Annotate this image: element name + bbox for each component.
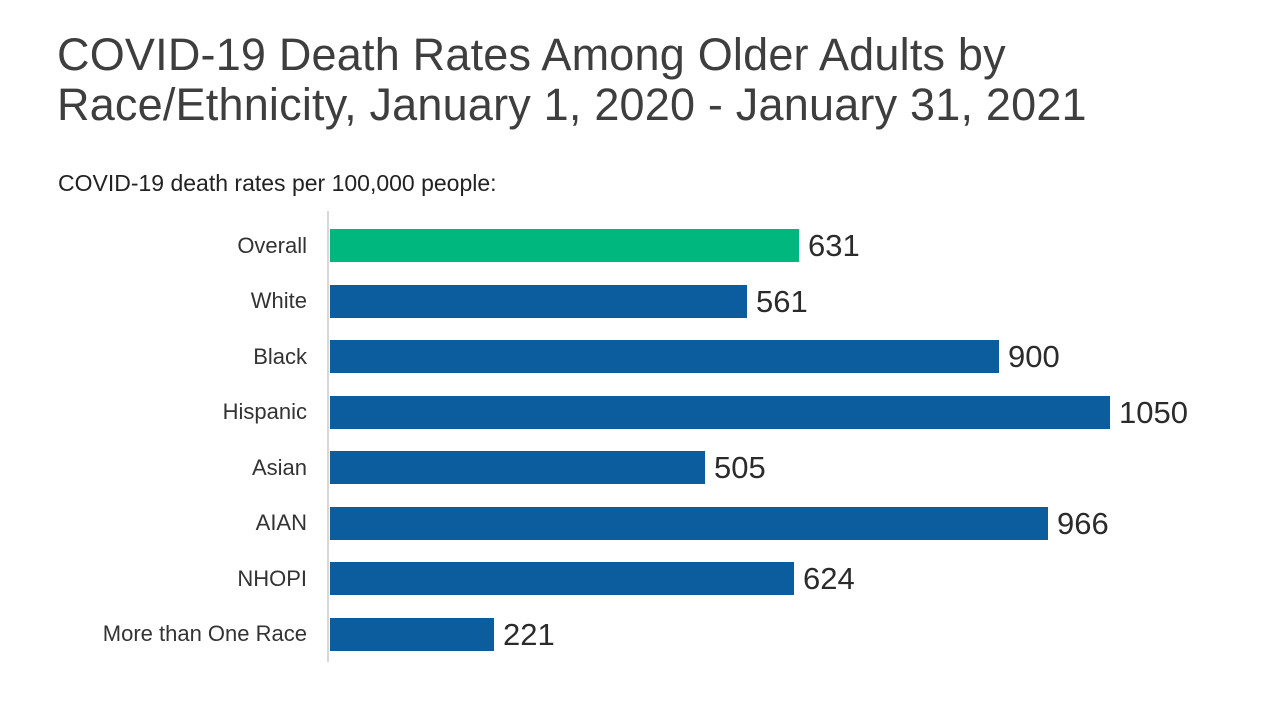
- bar-zone-white: 561: [330, 283, 1280, 319]
- category-label-asian: Asian: [251, 454, 307, 480]
- bar-hispanic: [330, 395, 1110, 429]
- value-label-aian: 966: [1057, 505, 1109, 541]
- chart-row-nhopi: NHOPI 624: [0, 551, 1280, 607]
- bar-black: [330, 340, 999, 374]
- value-label-more-than-one-race: 221: [503, 616, 555, 652]
- bar-more-than-one-race: [330, 617, 494, 651]
- y-axis-line: [327, 211, 329, 662]
- chart-subtitle: COVID-19 death rates per 100,000 people:: [58, 170, 497, 196]
- category-label-white: White: [250, 288, 307, 314]
- bar-zone-overall: 631: [330, 228, 1280, 264]
- category-label-aian: AIAN: [255, 510, 307, 536]
- bar-chart: Overall 631 White 561 Black 900 Hispanic 1050 As…: [0, 218, 1280, 662]
- bar-aian: [330, 506, 1048, 540]
- chart-row-overall: Overall 631: [0, 218, 1280, 274]
- category-label-nhopi: NHOPI: [237, 565, 307, 591]
- category-label-black: Black: [253, 343, 307, 369]
- chart-row-black: Black 900: [0, 329, 1280, 385]
- value-label-nhopi: 624: [803, 561, 855, 597]
- chart-row-asian: Asian 505: [0, 440, 1280, 496]
- bar-zone-hispanic: 1050: [330, 394, 1280, 430]
- bar-zone-aian: 966: [330, 505, 1280, 541]
- chart-row-more-than-one-race: More than One Race 221: [0, 607, 1280, 663]
- category-label-hispanic: Hispanic: [222, 399, 307, 425]
- category-label-more-than-one-race: More than One Race: [102, 621, 307, 647]
- bar-nhopi: [330, 562, 794, 596]
- bar-zone-more-than-one-race: 221: [330, 616, 1280, 652]
- chart-title-line-1: COVID-19 Death Rates Among Older Adults …: [57, 29, 1006, 80]
- value-label-hispanic: 1050: [1119, 394, 1188, 430]
- bar-zone-nhopi: 624: [330, 561, 1280, 597]
- value-label-asian: 505: [714, 450, 766, 486]
- chart-title: COVID-19 Death Rates Among Older Adults …: [57, 30, 1087, 130]
- value-label-overall: 631: [808, 228, 860, 264]
- bar-overall: [330, 229, 799, 263]
- chart-row-hispanic: Hispanic 1050: [0, 385, 1280, 441]
- chart-title-line-2: Race/Ethnicity, January 1, 2020 - Januar…: [57, 79, 1087, 130]
- chart-row-aian: AIAN 966: [0, 496, 1280, 552]
- chart-row-white: White 561: [0, 274, 1280, 330]
- bar-asian: [330, 451, 705, 485]
- value-label-white: 561: [756, 283, 808, 319]
- category-label-overall: Overall: [237, 232, 307, 258]
- bar-white: [330, 284, 747, 318]
- bar-zone-asian: 505: [330, 450, 1280, 486]
- value-label-black: 900: [1008, 339, 1060, 375]
- bar-zone-black: 900: [330, 339, 1280, 375]
